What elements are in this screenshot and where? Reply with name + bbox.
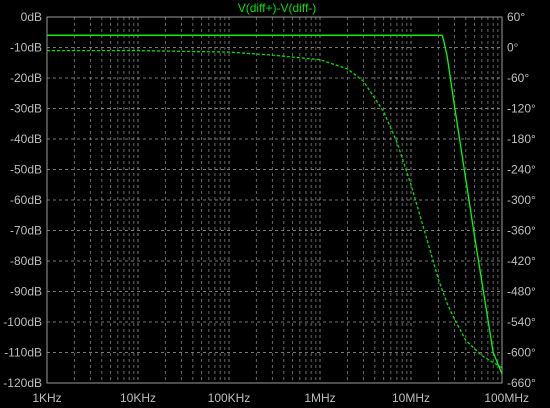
y-left-tick-label: -100dB [3, 315, 42, 329]
y-right-tick-label: -360° [507, 224, 536, 238]
grid-layer [47, 17, 502, 383]
series-layer [47, 34, 503, 375]
y-left-tick-label: -60dB [10, 193, 42, 207]
y-right-tick-label: -600° [507, 346, 536, 360]
x-tick-label: 1MHz [304, 391, 335, 405]
y-right-tick-label: -480° [507, 285, 536, 299]
y-left-tick-label: -20dB [10, 71, 42, 85]
y-right-tick-label: -120° [507, 102, 536, 116]
y-left-tick-label: -80dB [10, 254, 42, 268]
y-right-tick-label: 60° [507, 10, 525, 24]
y-left-tick-label: -70dB [10, 224, 42, 238]
y-right-tick-label: -420° [507, 254, 536, 268]
x-tick-label: 1KHz [32, 391, 61, 405]
y-right-tick-label: -540° [507, 315, 536, 329]
y-right-tick-label: -240° [507, 163, 536, 177]
y-left-tick-label: -10dB [10, 41, 42, 55]
y-left-tick-label: -50dB [10, 163, 42, 177]
y-left-tick-label: -120dB [3, 376, 42, 390]
y-right-tick-label: -60° [507, 71, 529, 85]
label-layer: V(diff+)-V(diff-) 0dB -10dB -20dB -30dB -40d… [3, 1, 536, 405]
y-right-tick-label: 0° [507, 41, 519, 55]
y-right-tick-label: -180° [507, 132, 536, 146]
x-tick-label: 100KHz [208, 391, 251, 405]
y-left-tick-label: -30dB [10, 102, 42, 116]
x-tick-label: 10KHz [120, 391, 156, 405]
y-right-tick-label: -300° [507, 193, 536, 207]
y-left-tick-label: -110dB [4, 346, 42, 360]
plot-frame [46, 16, 503, 384]
x-tick-label: 10MHz [392, 391, 430, 405]
y-left-tick-label: -40dB [10, 132, 42, 146]
magnitude-trace [47, 34, 503, 375]
x-tick-label: 100MHz [484, 391, 529, 405]
y-right-tick-label: -660° [507, 376, 536, 390]
series-title: V(diff+)-V(diff-) [238, 1, 317, 15]
phase-trace [47, 49, 503, 369]
y-left-tick-label: -90dB [10, 285, 42, 299]
y-left-tick-label: 0dB [21, 10, 42, 24]
